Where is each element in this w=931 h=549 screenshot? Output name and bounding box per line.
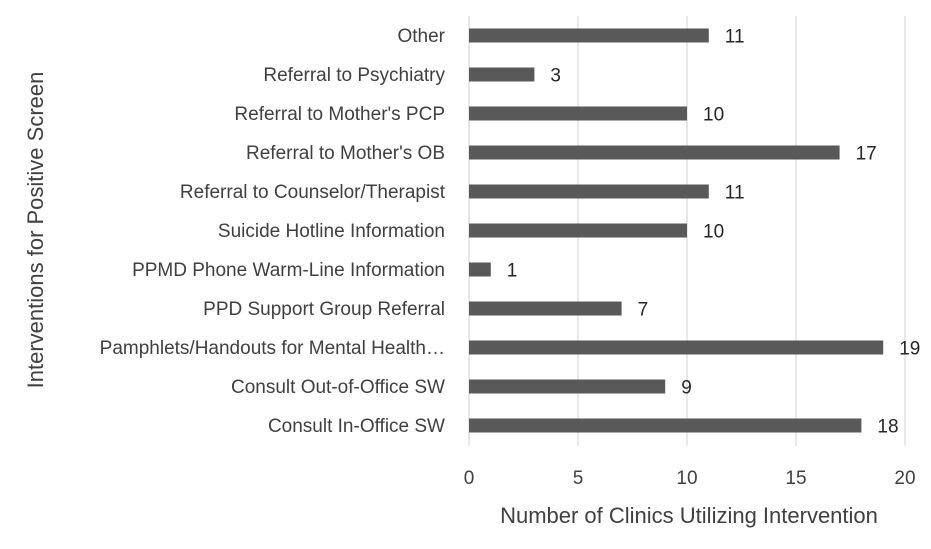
bar xyxy=(469,301,622,316)
bar xyxy=(469,184,709,199)
category-label: PPD Support Group Referral xyxy=(203,299,445,320)
category-label: Consult In-Office SW xyxy=(268,416,445,437)
category-label: Other xyxy=(397,26,445,47)
data-label: 1 xyxy=(507,261,518,282)
bar xyxy=(469,418,862,433)
category-label: Pamphlets/Handouts for Mental Health… xyxy=(100,338,445,359)
category-labels: Other Referral to Psychiatry Referral to M… xyxy=(100,26,446,437)
x-tick-label: 10 xyxy=(676,468,697,489)
category-label: Consult Out-of-Office SW xyxy=(231,377,445,398)
data-label: 17 xyxy=(856,144,877,165)
x-tick-label: 0 xyxy=(464,468,475,489)
bar xyxy=(469,379,666,394)
bar xyxy=(469,106,687,121)
x-tick-labels: 0 5 10 15 20 xyxy=(464,468,916,489)
data-label: 7 xyxy=(638,300,649,321)
bars xyxy=(469,28,884,433)
x-axis-title: Number of Clinics Utilizing Intervention xyxy=(500,503,878,528)
category-label: Referral to Mother's OB xyxy=(246,143,445,164)
category-label: Referral to Counselor/Therapist xyxy=(180,182,446,203)
x-tick-label: 15 xyxy=(785,468,806,489)
bar xyxy=(469,262,491,277)
bar xyxy=(469,28,709,43)
data-label: 11 xyxy=(725,183,745,204)
y-axis-title: Interventions for Positive Screen xyxy=(23,72,48,389)
category-label: Referral to Psychiatry xyxy=(263,65,445,86)
category-label: Referral to Mother's PCP xyxy=(234,104,445,125)
data-label: 11 xyxy=(725,27,745,48)
data-label: 9 xyxy=(681,378,692,399)
data-label: 3 xyxy=(550,66,561,87)
x-tick-label: 5 xyxy=(573,468,584,489)
bar xyxy=(469,223,687,238)
data-label: 18 xyxy=(877,417,898,438)
bar xyxy=(469,67,535,82)
data-label: 10 xyxy=(703,222,724,243)
bar xyxy=(469,145,840,160)
data-label: 10 xyxy=(703,105,724,126)
x-tick-label: 20 xyxy=(894,468,915,489)
bar xyxy=(469,340,884,355)
category-label: Suicide Hotline Information xyxy=(218,221,445,242)
category-label: PPMD Phone Warm-Line Information xyxy=(132,260,445,281)
data-label: 19 xyxy=(899,339,920,360)
